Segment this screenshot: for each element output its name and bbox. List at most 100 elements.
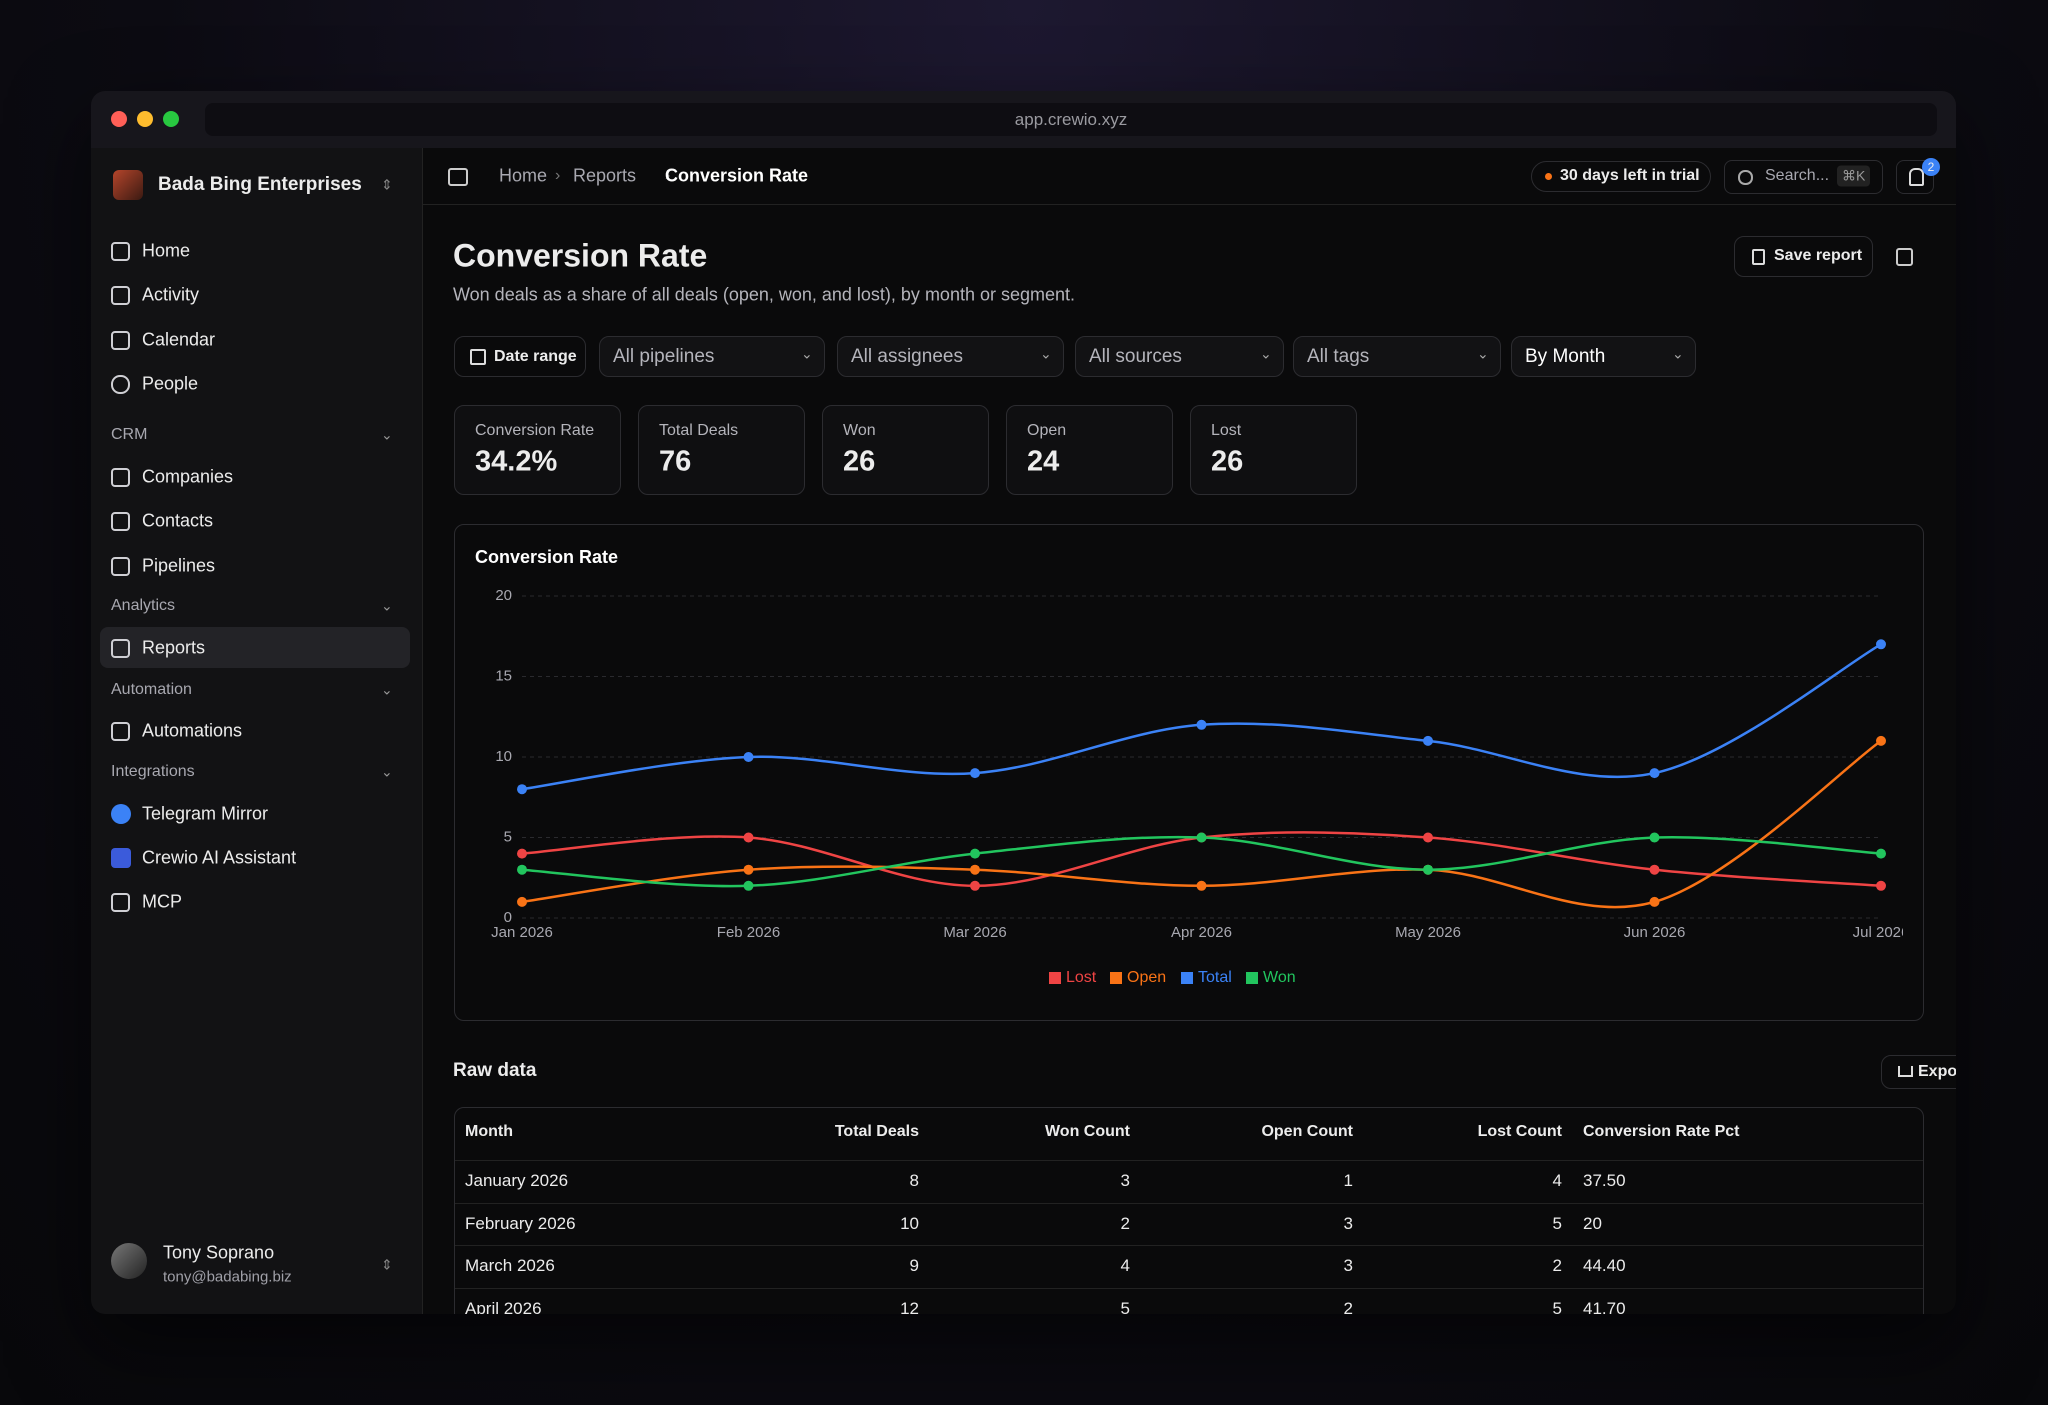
- export-label[interactable]: Export CSV: [1918, 1063, 1956, 1080]
- bell-button[interactable]: [1896, 160, 1934, 194]
- x-tick-label: May 2026: [1395, 924, 1461, 941]
- point: [970, 848, 980, 859]
- legend-swatch: [1049, 972, 1061, 984]
- trial-text[interactable]: 30 days left in trial: [1560, 167, 1700, 184]
- x-tick-label: Mar 2026: [943, 924, 1006, 941]
- filter[interactable]: [599, 336, 825, 377]
- cell: January 2026: [465, 1171, 569, 1190]
- legend-label: Open: [1127, 969, 1166, 986]
- chevron: ⌄: [1260, 345, 1272, 362]
- point: [970, 768, 980, 779]
- chevron: ⌄: [1040, 345, 1052, 362]
- breadcrumb: Conversion Rate: [665, 165, 809, 186]
- nav-item[interactable]: Home: [142, 240, 191, 261]
- maximize[interactable]: [163, 111, 179, 127]
- column-header: Total Deals: [834, 1123, 919, 1140]
- point: [517, 864, 527, 875]
- nav-item[interactable]: People: [142, 373, 199, 394]
- chart-title: Conversion Rate: [475, 547, 618, 567]
- notification-badge: 2: [1922, 158, 1940, 176]
- minimize[interactable]: [137, 111, 153, 127]
- section-title[interactable]: Analytics: [111, 597, 176, 614]
- legend-label: Lost: [1066, 969, 1097, 986]
- column-header: Open Count: [1261, 1123, 1353, 1140]
- nav-item[interactable]: Pipelines: [142, 555, 216, 576]
- org-name[interactable]: Bada Bing Enterprises: [158, 174, 362, 195]
- kpi-label: Conversion Rate: [475, 422, 595, 439]
- cell: 1: [1343, 1171, 1353, 1190]
- nav-item[interactable]: Companies: [142, 466, 234, 487]
- filter[interactable]: [1293, 336, 1501, 377]
- filter-label[interactable]: All assignees: [851, 346, 963, 367]
- row-border: [455, 1160, 1923, 1161]
- nav-item[interactable]: MCP: [142, 891, 182, 912]
- filter[interactable]: [454, 336, 586, 377]
- cell: 3: [1120, 1171, 1130, 1190]
- avatar[interactable]: [111, 1243, 147, 1279]
- section-title[interactable]: Integrations: [111, 763, 195, 780]
- nav-item[interactable]: Reports: [142, 637, 206, 658]
- nav-icon: [111, 557, 130, 576]
- close[interactable]: [111, 111, 127, 127]
- user-menu: ⇕: [381, 1256, 393, 1273]
- cell: 5: [1552, 1299, 1562, 1314]
- nav-item[interactable]: Crewio AI Assistant: [142, 847, 297, 868]
- filter-label[interactable]: By Month: [1525, 346, 1606, 367]
- filter-label[interactable]: All tags: [1307, 346, 1370, 367]
- nav-icon: [111, 242, 130, 261]
- section-title[interactable]: Automation: [111, 681, 192, 698]
- cell: 9: [909, 1256, 919, 1275]
- nav-icon: [111, 512, 130, 531]
- row-border: [455, 1288, 1923, 1289]
- user-name[interactable]: Tony Soprano: [163, 1242, 275, 1263]
- search-box[interactable]: [1724, 160, 1883, 194]
- cell: 2: [1343, 1299, 1353, 1314]
- kpi-label: Open: [1027, 422, 1067, 439]
- legend-swatch: [1110, 972, 1122, 984]
- save-label[interactable]: Save report: [1774, 247, 1863, 264]
- cell: February 2026: [465, 1214, 576, 1233]
- filter-label[interactable]: All sources: [1089, 346, 1182, 367]
- chevron: ⌄: [801, 345, 813, 362]
- filter[interactable]: [1075, 336, 1284, 377]
- nav-item[interactable]: Contacts: [142, 510, 214, 531]
- save-button[interactable]: [1734, 236, 1873, 277]
- filter[interactable]: [1511, 336, 1696, 377]
- breadcrumb-sep: ›: [665, 167, 671, 184]
- calendar-icon: [470, 349, 486, 365]
- point: [1649, 768, 1660, 779]
- point: [1649, 896, 1660, 907]
- panel-toggle[interactable]: [1896, 248, 1913, 266]
- sidebar-toggle[interactable]: [448, 168, 468, 186]
- x-tick-label: Jan 2026: [491, 924, 553, 941]
- breadcrumb[interactable]: Reports: [573, 165, 637, 186]
- cell: 3: [1343, 1214, 1353, 1233]
- url-bar[interactable]: app.crewio.xyz: [205, 103, 1937, 136]
- kpi-card: [822, 405, 989, 495]
- filter-label[interactable]: All pipelines: [613, 346, 715, 367]
- nav-item[interactable]: Activity: [142, 284, 200, 305]
- filter[interactable]: [837, 336, 1064, 377]
- filter-label[interactable]: Date range: [494, 348, 577, 365]
- point: [1423, 864, 1433, 875]
- kpi-label: Won: [843, 422, 876, 439]
- point: [517, 896, 527, 907]
- x-tick-label: Jul 2026: [1853, 924, 1910, 941]
- kpi-card: [454, 405, 621, 495]
- point: [743, 880, 754, 891]
- active-bg: [100, 627, 410, 668]
- page-subtitle: Won deals as a share of all deals (open,…: [453, 284, 1076, 305]
- bell: [1909, 168, 1924, 186]
- section-title[interactable]: CRM: [111, 426, 148, 443]
- export-button[interactable]: [1881, 1055, 1956, 1089]
- cell: 10: [900, 1214, 919, 1233]
- y-tick-label: 15: [495, 667, 512, 684]
- breadcrumb[interactable]: Home: [499, 165, 548, 186]
- section-title: Raw data: [453, 1060, 537, 1081]
- nav-item[interactable]: Calendar: [142, 329, 216, 350]
- nav-item[interactable]: Automations: [142, 720, 243, 741]
- cell: 2: [1120, 1214, 1130, 1233]
- nav-item[interactable]: Telegram Mirror: [142, 803, 269, 824]
- y-tick-label: 0: [504, 909, 512, 926]
- point: [1196, 719, 1207, 730]
